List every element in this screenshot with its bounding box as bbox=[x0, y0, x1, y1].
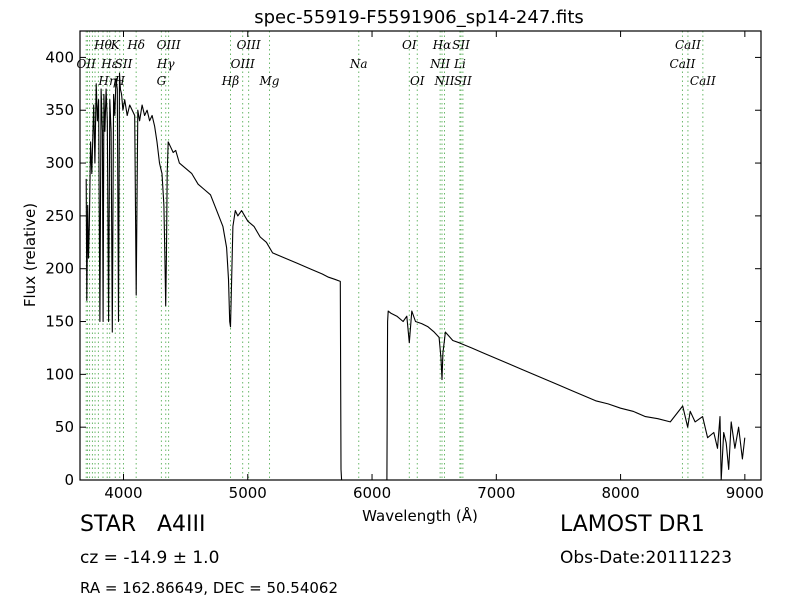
line-label-30: CaII bbox=[675, 38, 701, 52]
sky-coordinates: RA = 162.86649, DEC = 50.54062 bbox=[80, 579, 339, 597]
y-tick-label-2: 100 bbox=[45, 365, 74, 383]
y-tick-label-4: 200 bbox=[45, 260, 74, 278]
line-label-28: SII bbox=[454, 74, 472, 88]
spectral-line-markers bbox=[85, 31, 704, 480]
line-label-23: NII bbox=[429, 57, 450, 71]
line-label-22: OI bbox=[410, 74, 425, 88]
y-tick-label-6: 300 bbox=[45, 154, 74, 172]
x-tick-label-0: 4000 bbox=[104, 484, 142, 502]
redshift-value: cz = -14.9 ± 1.0 bbox=[80, 548, 220, 568]
line-label-18: OIII bbox=[237, 38, 261, 52]
line-label-9: K bbox=[110, 38, 121, 52]
y-axis-ticks: 0 50 100 150 200 250 300 350 400 bbox=[45, 48, 761, 489]
y-tick-label-7: 350 bbox=[45, 101, 74, 119]
line-label-12: Hδ bbox=[126, 38, 145, 52]
line-label-19: Mg bbox=[259, 74, 280, 88]
line-label-29: CaII bbox=[670, 57, 696, 71]
y-tick-label-8: 400 bbox=[45, 48, 74, 66]
line-label-27: SII bbox=[452, 38, 470, 52]
line-label-20: Na bbox=[349, 57, 368, 71]
y-tick-label-0: 0 bbox=[64, 471, 74, 489]
x-axis-ticks: 4000 5000 6000 7000 8000 9000 bbox=[104, 31, 764, 502]
line-label-0: OII bbox=[77, 57, 97, 71]
line-label-31: CaII bbox=[690, 74, 716, 88]
survey-name: LAMOST DR1 bbox=[560, 512, 705, 537]
observation-date: Obs-Date:20111223 bbox=[560, 548, 733, 568]
y-tick-label-3: 150 bbox=[45, 313, 74, 331]
spectral-line-labels: OIIHθHηHεKHSIIHδGHγOIIIHβOIIIOIIIMgNaOIO… bbox=[77, 38, 716, 88]
x-tick-label-4: 8000 bbox=[601, 484, 639, 502]
object-class: STAR A4III bbox=[80, 512, 206, 537]
line-label-8: Hε bbox=[100, 57, 118, 71]
line-label-13: G bbox=[157, 74, 167, 88]
line-label-21: OI bbox=[402, 38, 417, 52]
y-tick-label-1: 50 bbox=[55, 418, 74, 436]
line-label-25: NII bbox=[433, 74, 454, 88]
x-tick-label-5: 9000 bbox=[726, 484, 764, 502]
y-tick-label-5: 250 bbox=[45, 207, 74, 225]
plot-frame bbox=[79, 30, 762, 481]
line-label-16: Hβ bbox=[221, 74, 239, 88]
line-label-14: Hγ bbox=[156, 57, 175, 71]
x-axis-label: Wavelength (Å) bbox=[362, 506, 478, 525]
chart-title: spec-55919-F5591906_sp14-247.fits bbox=[254, 7, 584, 28]
x-tick-label-1: 5000 bbox=[229, 484, 267, 502]
line-label-17: OIII bbox=[231, 57, 255, 71]
line-label-24: Hα bbox=[432, 38, 452, 52]
line-label-6: Hθ bbox=[93, 38, 112, 52]
y-axis-label: Flux (relative) bbox=[21, 203, 39, 307]
x-tick-label-2: 6000 bbox=[353, 484, 391, 502]
x-tick-label-3: 7000 bbox=[477, 484, 515, 502]
line-label-11: SII bbox=[115, 57, 133, 71]
line-label-26: Li bbox=[453, 57, 466, 71]
line-label-7: Hη bbox=[97, 74, 116, 88]
line-label-15: OIII bbox=[157, 38, 181, 52]
spectrum-line bbox=[85, 72, 746, 481]
